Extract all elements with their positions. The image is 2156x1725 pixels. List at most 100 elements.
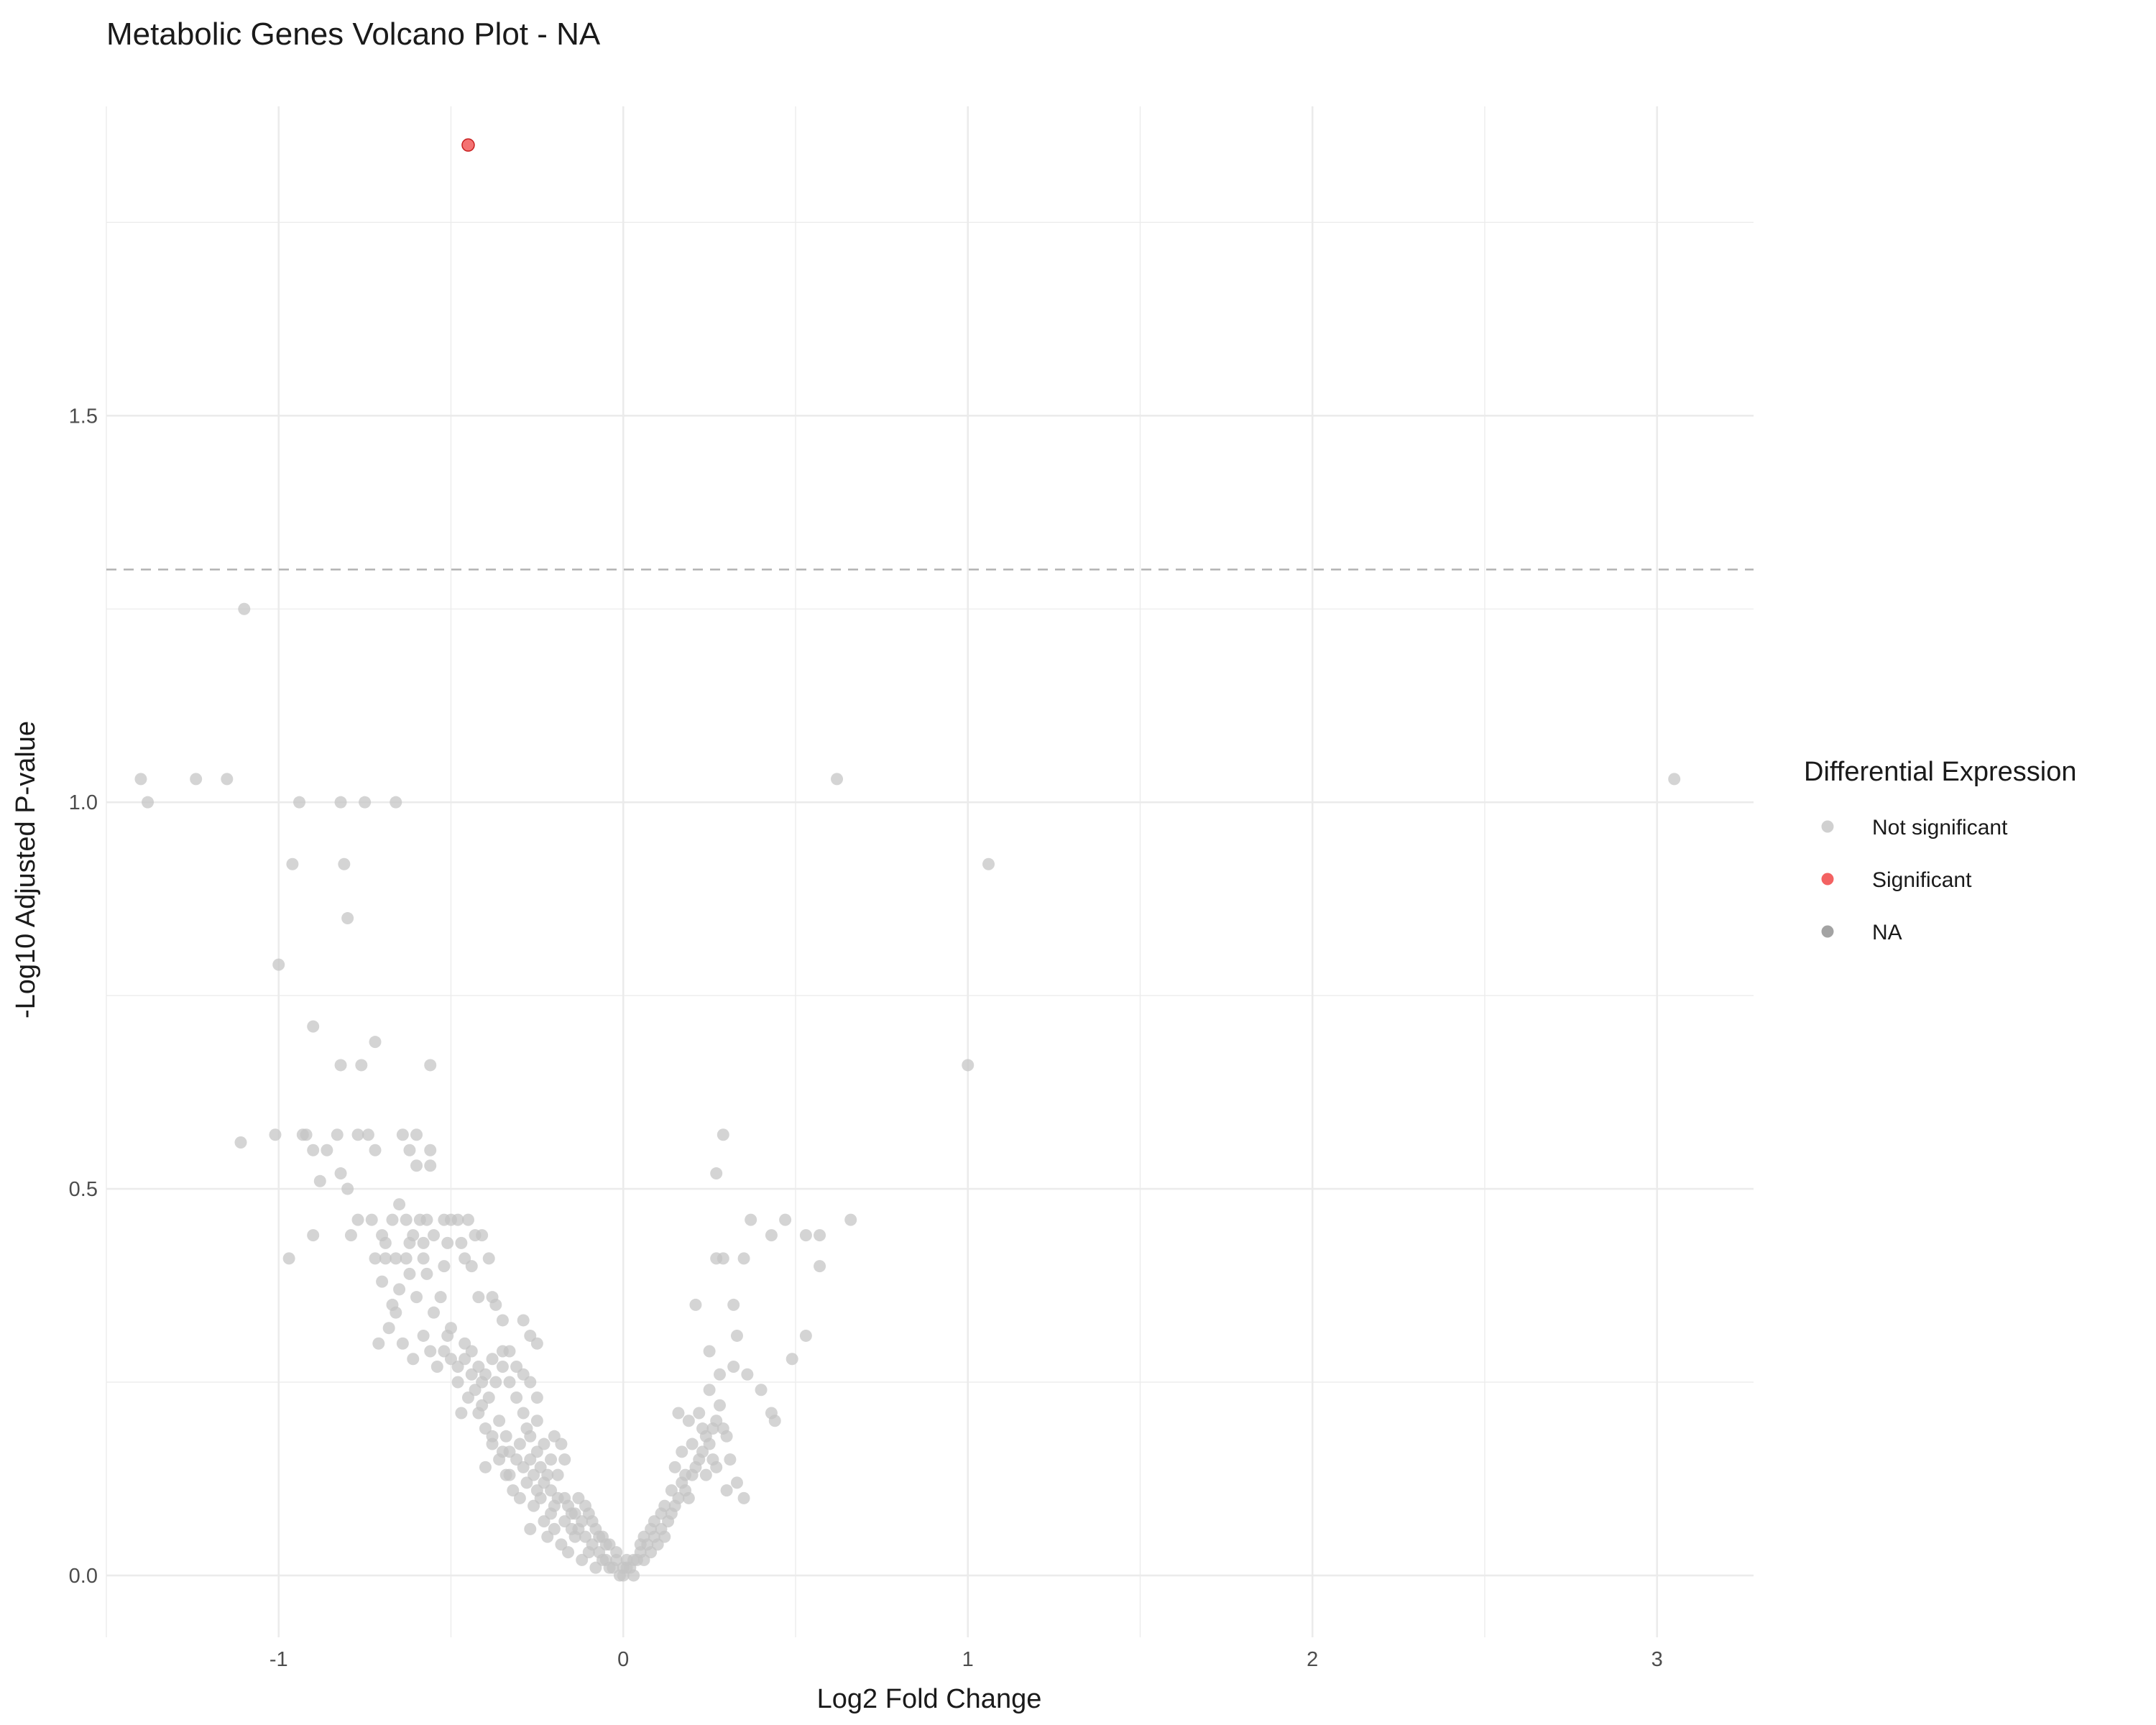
not-significant-point [476,1376,489,1389]
not-significant-point [724,1453,737,1466]
not-significant-point [307,1020,320,1033]
not-significant-point [962,1059,975,1072]
not-significant-point [579,1499,592,1512]
not-significant-point [428,1306,441,1319]
not-significant-point [234,1136,247,1149]
not-significant-point [655,1507,668,1520]
not-significant-point [703,1345,716,1358]
not-significant-point [737,1252,750,1265]
not-significant-point [472,1291,485,1304]
legend: Differential Expression Not significant S… [1804,757,2076,944]
not-significant-point [489,1298,502,1311]
not-significant-point [403,1267,416,1280]
legend-label: Not significant [1872,816,2008,840]
not-significant-point [390,1252,402,1265]
not-significant-point [221,773,234,786]
not-significant-point [396,1337,409,1350]
not-significant-point [420,1267,433,1280]
not-significant-point [465,1368,478,1381]
not-significant-point [799,1229,812,1242]
not-significant-point [676,1445,688,1458]
not-significant-point [572,1522,585,1535]
not-significant-point [513,1438,526,1450]
not-significant-point [465,1260,478,1273]
not-significant-point [334,1167,347,1180]
not-significant-point [424,1144,437,1156]
not-significant-point [334,1059,347,1072]
x-tick-label: -1 [270,1648,288,1671]
not-significant-point [689,1298,702,1311]
not-significant-point [586,1515,599,1528]
not-significant-point [489,1376,502,1389]
not-significant-point [703,1384,716,1397]
not-significant-point [507,1484,520,1497]
not-significant-point [693,1407,706,1420]
x-axis-title: Log2 Fold Change [817,1684,1042,1714]
not-significant-point [386,1213,399,1226]
y-tick-label: 1.5 [69,405,98,428]
not-significant-point [293,796,306,809]
not-significant-point [814,1260,826,1273]
x-tick-label: 3 [1651,1648,1663,1671]
not-significant-point [390,796,402,809]
not-significant-point [548,1499,561,1512]
not-significant-point [730,1329,743,1342]
not-significant-point [786,1353,798,1366]
not-significant-point [603,1561,616,1574]
legend-key [1821,873,1834,886]
not-significant-point [142,796,155,809]
plot-grid [106,106,1754,1637]
not-significant-point [620,1561,633,1574]
not-significant-point [351,1128,364,1141]
not-significant-point [272,958,285,971]
not-significant-point [727,1360,740,1373]
not-significant-point [582,1546,595,1559]
not-significant-point [334,796,347,809]
not-significant-point [517,1314,530,1327]
not-significant-point [510,1392,523,1404]
not-significant-point [459,1353,471,1366]
not-significant-point [403,1144,416,1156]
not-significant-point [720,1484,733,1497]
not-significant-point [679,1468,692,1481]
not-significant-point [369,1144,382,1156]
not-significant-point [372,1337,385,1350]
not-significant-point [1668,773,1681,786]
not-significant-point [496,1314,509,1327]
not-significant-point [565,1507,578,1520]
not-significant-point [517,1407,530,1420]
not-significant-point [331,1128,344,1141]
not-significant-point [134,773,147,786]
not-significant-point [982,857,995,870]
legend-key [1821,925,1834,938]
not-significant-point [503,1376,516,1389]
not-significant-point [482,1252,495,1265]
not-significant-point [706,1453,719,1466]
not-significant-point [441,1329,454,1342]
y-axis-title: -Log10 Adjusted P-value [11,721,41,1018]
significant-point [461,138,475,152]
not-significant-point [286,857,299,870]
not-significant-point [410,1291,423,1304]
not-significant-point [714,1399,727,1412]
not-significant-point [428,1229,441,1242]
not-significant-point [307,1229,320,1242]
not-significant-point [379,1236,392,1249]
not-significant-point [269,1128,282,1141]
not-significant-point [376,1275,389,1288]
not-significant-point [369,1252,382,1265]
not-significant-point [359,796,372,809]
not-significant-point [420,1213,433,1226]
not-significant-point [400,1213,413,1226]
data-points [134,138,1681,1582]
not-significant-point [710,1167,723,1180]
not-significant-point [400,1252,413,1265]
not-significant-point [503,1345,516,1358]
y-tick-label: 0.0 [69,1565,98,1588]
not-significant-point [321,1144,333,1156]
not-significant-point [634,1538,647,1551]
not-significant-point [451,1376,464,1389]
not-significant-point [530,1392,543,1404]
not-significant-point [658,1530,671,1543]
not-significant-point [737,1491,750,1504]
